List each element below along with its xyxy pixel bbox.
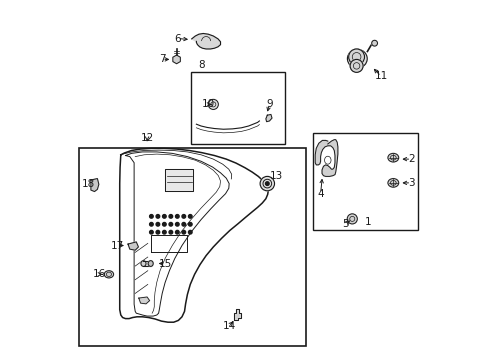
Text: 10: 10 [201, 99, 215, 109]
Text: 11: 11 [374, 71, 388, 81]
Text: 4: 4 [318, 189, 324, 199]
Text: 1: 1 [365, 217, 371, 227]
Circle shape [169, 230, 172, 234]
Text: 15: 15 [158, 258, 172, 269]
Text: 9: 9 [266, 99, 273, 109]
Text: 14: 14 [222, 321, 236, 331]
Bar [314, 133, 418, 230]
Circle shape [156, 215, 160, 218]
Circle shape [208, 99, 219, 109]
Circle shape [189, 215, 192, 218]
Circle shape [182, 222, 186, 226]
Text: 16: 16 [93, 269, 106, 279]
Circle shape [182, 215, 186, 218]
Circle shape [372, 40, 377, 46]
Ellipse shape [388, 153, 399, 162]
Circle shape [175, 215, 179, 218]
Polygon shape [165, 169, 193, 191]
Circle shape [182, 230, 186, 234]
Circle shape [189, 230, 192, 234]
Ellipse shape [148, 261, 153, 266]
Text: 3: 3 [408, 178, 415, 188]
Text: 7: 7 [159, 54, 166, 64]
Text: 6: 6 [174, 33, 181, 44]
Bar [191, 72, 285, 144]
Polygon shape [234, 309, 242, 320]
Text: 8: 8 [198, 60, 204, 70]
Circle shape [149, 215, 153, 218]
Circle shape [347, 214, 357, 224]
Circle shape [189, 222, 192, 226]
Circle shape [163, 222, 166, 226]
Circle shape [149, 222, 153, 226]
Text: 5: 5 [342, 219, 348, 229]
Circle shape [156, 222, 160, 226]
Circle shape [349, 49, 365, 65]
Ellipse shape [388, 179, 399, 187]
Ellipse shape [104, 271, 114, 278]
Bar [79, 148, 306, 346]
Circle shape [169, 215, 172, 218]
Polygon shape [128, 242, 139, 250]
Text: 13: 13 [270, 171, 283, 181]
Polygon shape [192, 33, 220, 49]
Polygon shape [315, 140, 338, 176]
Text: 18: 18 [82, 179, 95, 189]
Circle shape [169, 222, 172, 226]
Circle shape [350, 59, 363, 72]
Circle shape [149, 230, 153, 234]
Circle shape [260, 176, 274, 191]
Polygon shape [266, 114, 272, 122]
Ellipse shape [347, 49, 367, 68]
Polygon shape [139, 297, 149, 304]
Polygon shape [144, 261, 151, 266]
Circle shape [156, 230, 160, 234]
Text: 17: 17 [111, 240, 124, 251]
Circle shape [163, 230, 166, 234]
Circle shape [175, 222, 179, 226]
Polygon shape [91, 179, 99, 192]
Circle shape [163, 215, 166, 218]
Text: 12: 12 [141, 132, 154, 143]
Circle shape [266, 182, 269, 185]
Text: 2: 2 [408, 154, 415, 164]
Ellipse shape [141, 261, 146, 266]
Circle shape [175, 230, 179, 234]
